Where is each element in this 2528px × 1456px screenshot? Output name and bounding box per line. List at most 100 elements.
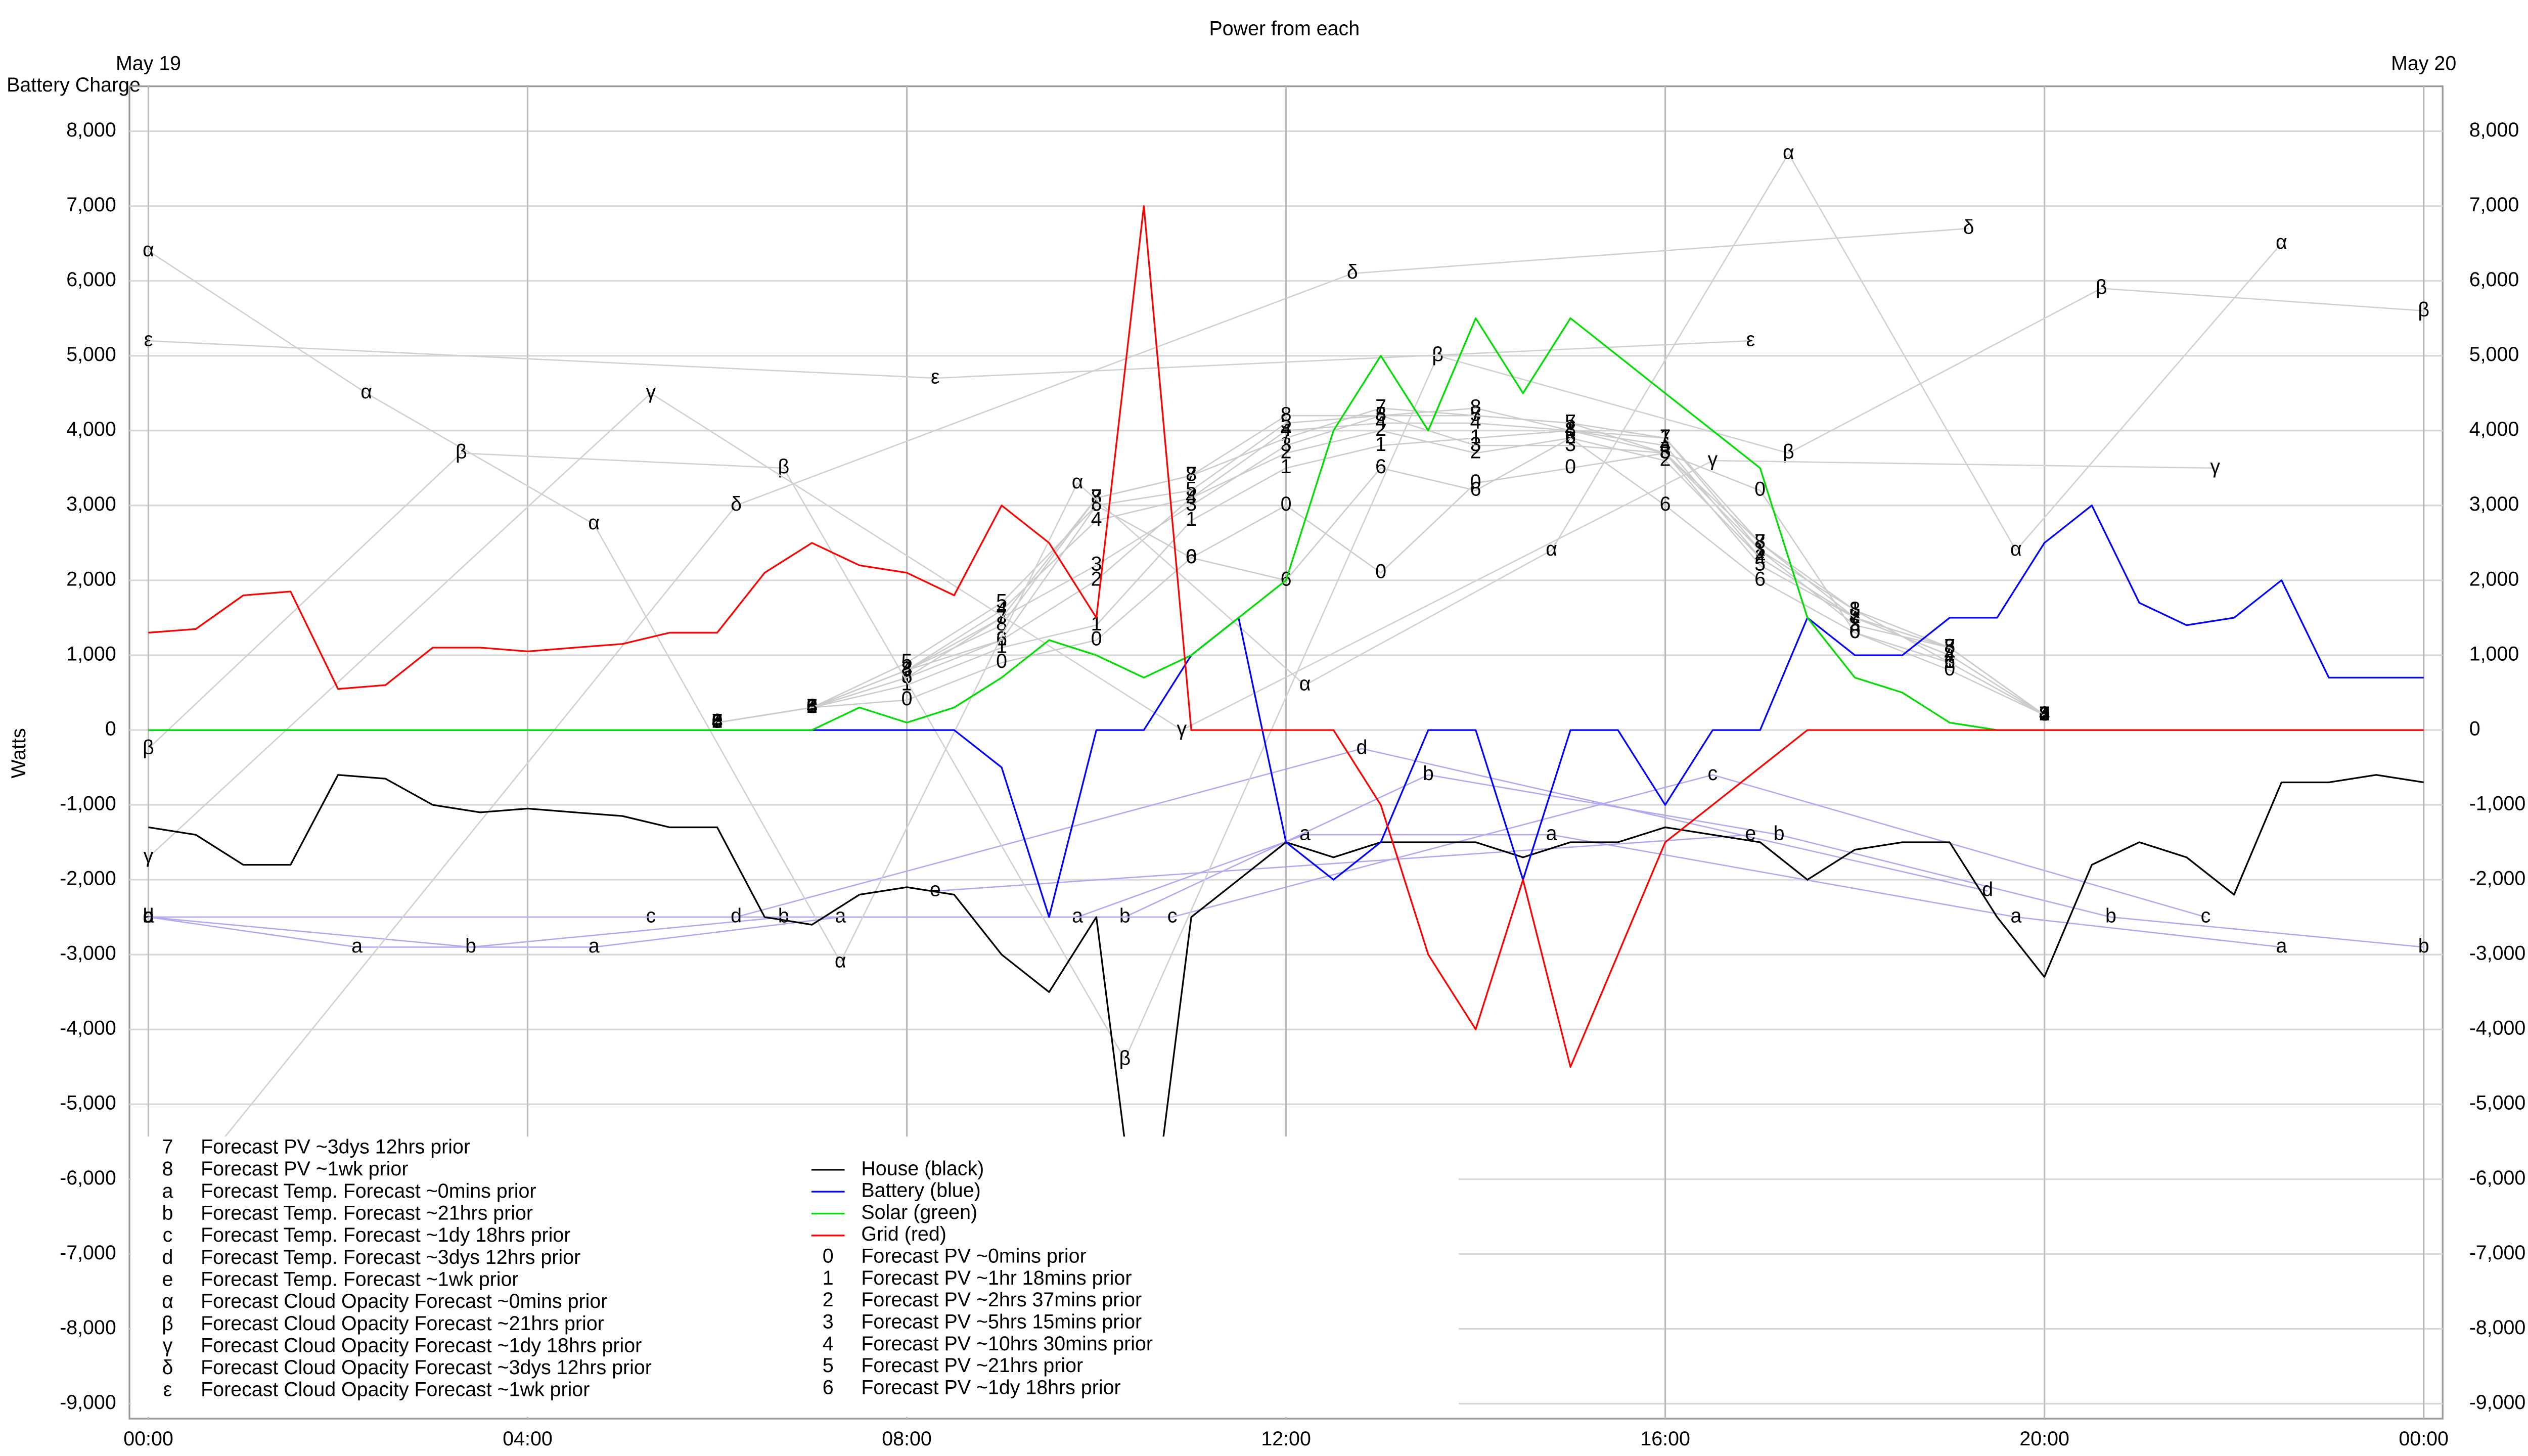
series-marker: δ bbox=[1963, 216, 1974, 238]
y-tick-label: -3,000 bbox=[60, 942, 116, 965]
x-tick-label: 00:00 bbox=[2399, 1428, 2449, 1450]
series-marker: e bbox=[1745, 823, 1756, 845]
legend-symbol: ε bbox=[163, 1379, 172, 1401]
series-marker: 1 bbox=[2039, 703, 2050, 725]
series-marker: γ bbox=[646, 381, 656, 403]
series-marker: 2 bbox=[2039, 703, 2050, 725]
series-marker: 7 bbox=[1281, 426, 1292, 448]
series-marker: 1 bbox=[712, 710, 723, 733]
series-marker: 5 bbox=[712, 710, 723, 733]
series-marker: α bbox=[1546, 538, 1557, 560]
series-marker: b bbox=[2418, 935, 2429, 957]
series-marker: 0 bbox=[712, 710, 723, 733]
series-marker: 1 bbox=[1281, 456, 1292, 478]
y2-tick-label: -5,000 bbox=[2469, 1092, 2526, 1114]
series-line bbox=[148, 288, 2424, 1060]
series-marker: γ bbox=[144, 845, 154, 867]
series-marker: α bbox=[2276, 231, 2287, 253]
series-marker: ε bbox=[931, 366, 940, 388]
series-marker: 2 bbox=[1281, 441, 1292, 463]
y-tick-label: 5,000 bbox=[66, 343, 116, 366]
series-marker: a bbox=[2276, 935, 2287, 957]
series-marker: 5 bbox=[1565, 411, 1576, 433]
series-marker: 2 bbox=[1660, 448, 1671, 470]
legend-label: Forecast Cloud Opacity Forecast ~0mins p… bbox=[201, 1290, 607, 1312]
y-tick-label: 1,000 bbox=[66, 643, 116, 665]
legend-symbol: d bbox=[162, 1246, 173, 1268]
legend-label: Forecast PV ~1hr 18mins prior bbox=[861, 1267, 1132, 1289]
series-marker: 7 bbox=[712, 710, 723, 733]
series-line bbox=[935, 834, 1751, 892]
series-line bbox=[148, 748, 1988, 918]
series-marker: 3 bbox=[1944, 635, 1955, 658]
series-marker: 0 bbox=[1186, 545, 1197, 568]
series-marker: 5 bbox=[1186, 478, 1197, 500]
series-line bbox=[148, 774, 2424, 948]
legend-label: Forecast PV ~1wk prior bbox=[201, 1158, 408, 1180]
legend-symbol: 8 bbox=[162, 1158, 173, 1180]
series-marker: 4 bbox=[1281, 418, 1292, 440]
series-marker: β bbox=[778, 456, 789, 478]
series-marker: 2 bbox=[996, 628, 1007, 650]
series-marker: 7 bbox=[2039, 703, 2050, 725]
legend-label: Forecast Cloud Opacity Forecast ~1wk pri… bbox=[201, 1379, 590, 1401]
series-marker: α bbox=[143, 239, 154, 261]
series-marker: 0 bbox=[806, 695, 818, 717]
series-marker: 8 bbox=[1470, 396, 1481, 418]
y2-tick-label: -6,000 bbox=[2469, 1167, 2526, 1189]
series-line bbox=[717, 422, 2045, 723]
series-marker: 1 bbox=[1944, 650, 1955, 672]
series-marker: 8 bbox=[1944, 635, 1955, 658]
x-tick-label: 00:00 bbox=[123, 1428, 173, 1450]
series-marker: β bbox=[1432, 343, 1443, 366]
series-marker: 7 bbox=[1186, 463, 1197, 485]
legend-label: Forecast PV ~10hrs 30mins prior bbox=[861, 1333, 1153, 1355]
y-tick-label: 7,000 bbox=[66, 194, 116, 216]
legend-symbol: δ bbox=[162, 1356, 173, 1379]
series-marker: 8 bbox=[1849, 598, 1861, 620]
legend-label: Forecast PV ~1dy 18hrs prior bbox=[861, 1376, 1120, 1398]
series-marker: α bbox=[2010, 538, 2022, 560]
series-marker: 1 bbox=[1091, 613, 1102, 635]
y2-tick-label: -1,000 bbox=[2469, 792, 2526, 814]
legend-symbol: 1 bbox=[823, 1267, 834, 1289]
series-marker: 6 bbox=[1091, 493, 1102, 515]
legend-symbol: e bbox=[162, 1268, 173, 1290]
x-tick-label: 04:00 bbox=[503, 1428, 553, 1450]
y2-tick-label: 0 bbox=[2469, 717, 2480, 740]
series-marker: a bbox=[1546, 823, 1557, 845]
series-marker: 5 bbox=[996, 590, 1007, 613]
series-marker: 6 bbox=[1849, 620, 1861, 643]
series-marker: 0 bbox=[1091, 628, 1102, 650]
series-marker: b bbox=[1119, 905, 1131, 927]
series-marker: b bbox=[143, 905, 154, 927]
series-marker: 0 bbox=[1470, 471, 1481, 493]
series-marker: a bbox=[1299, 823, 1311, 845]
legend-label: Battery (blue) bbox=[861, 1179, 980, 1202]
series-marker: 4 bbox=[806, 695, 818, 717]
series-marker: a bbox=[2010, 905, 2021, 927]
series-marker: 2 bbox=[901, 658, 913, 680]
legend-label: Forecast PV ~5hrs 15mins prior bbox=[861, 1311, 1142, 1333]
series-marker: 2 bbox=[1944, 643, 1955, 665]
date-label: May 20 bbox=[2391, 52, 2456, 74]
legend-symbol: α bbox=[162, 1290, 173, 1312]
series-marker: 3 bbox=[712, 710, 723, 733]
series-marker: e bbox=[930, 879, 941, 901]
series-marker: 1 bbox=[1660, 426, 1671, 448]
legend-symbol: 6 bbox=[823, 1376, 834, 1398]
series-marker: α bbox=[1299, 673, 1311, 695]
series-marker: 2 bbox=[1091, 568, 1102, 590]
series-marker: 7 bbox=[901, 658, 913, 680]
y2-tick-label: -8,000 bbox=[2469, 1316, 2526, 1339]
series-marker: 0 bbox=[2039, 703, 2050, 725]
series-marker: 8 bbox=[1186, 463, 1197, 485]
y-tick-label: -4,000 bbox=[60, 1017, 116, 1039]
series-marker: 8 bbox=[1281, 403, 1292, 426]
series-marker: b bbox=[1774, 823, 1785, 845]
series-marker: 7 bbox=[1754, 530, 1766, 553]
y2-tick-label: 6,000 bbox=[2469, 268, 2519, 291]
y-axis-label: Watts bbox=[8, 728, 30, 778]
series-marker: 7 bbox=[1944, 635, 1955, 658]
series-marker: 6 bbox=[1660, 493, 1671, 515]
